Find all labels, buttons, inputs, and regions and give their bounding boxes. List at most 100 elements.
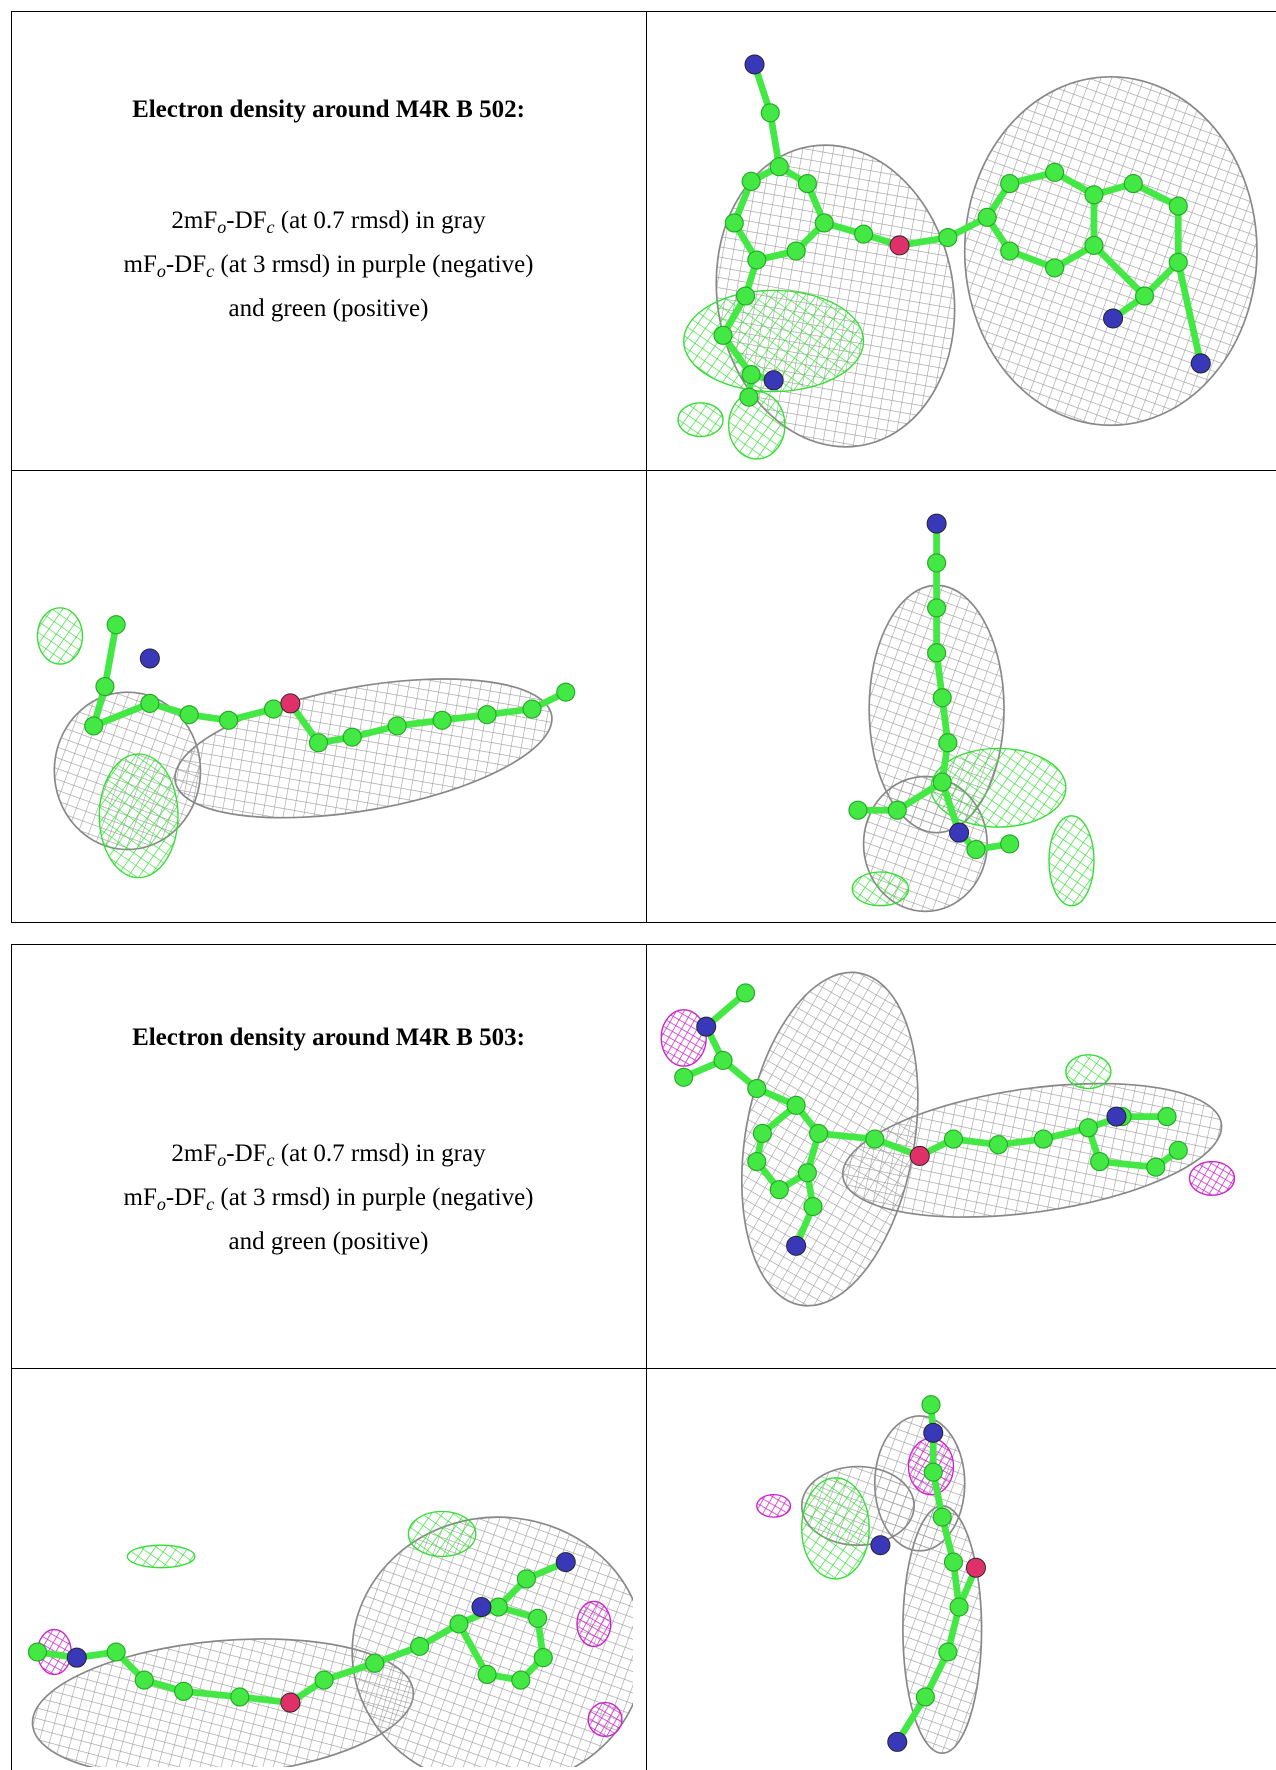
table-border [11, 11, 1276, 12]
density-image [650, 473, 1268, 918]
caption-text: mF [124, 1184, 157, 1211]
atom [950, 1598, 968, 1616]
caption-text: mF [124, 251, 157, 278]
atom [714, 326, 732, 344]
caption-line: mFo-DFc (at 3 rmsd) in purple (negative) [11, 246, 646, 290]
table-border [11, 944, 1276, 945]
atom [674, 1068, 692, 1086]
atom [923, 1424, 942, 1443]
atom [174, 1683, 192, 1701]
atom [747, 251, 765, 269]
caption-text: 2mF [171, 207, 217, 234]
atom [433, 711, 451, 729]
atom [927, 599, 945, 617]
density-image [15, 1371, 633, 1767]
atom [140, 695, 158, 713]
atom [798, 174, 816, 192]
positive-mesh [852, 872, 908, 906]
atom [745, 55, 764, 74]
atom [1079, 1118, 1097, 1136]
atom [84, 717, 102, 735]
atom [804, 1197, 822, 1215]
table-border [646, 944, 647, 1770]
atom [1135, 287, 1153, 305]
atom [939, 228, 957, 246]
atom [309, 734, 327, 752]
atom [140, 649, 159, 668]
atom [489, 1598, 507, 1616]
atom [107, 616, 125, 634]
atom [1158, 1107, 1176, 1125]
atom [871, 1536, 890, 1555]
atom [787, 242, 805, 260]
atom [736, 984, 754, 1002]
negative-mesh [588, 1703, 622, 1737]
negative-mesh [661, 1009, 706, 1065]
atom [944, 1553, 962, 1571]
atom [511, 1671, 529, 1689]
atom [849, 801, 867, 819]
table-border [11, 1368, 1276, 1369]
atom [747, 1152, 765, 1170]
positive-mesh [1066, 1054, 1111, 1088]
caption-text: o [157, 261, 166, 281]
atom [523, 700, 541, 718]
density-image [650, 15, 1268, 467]
atom [472, 1598, 491, 1617]
atom [1000, 835, 1018, 853]
table-border [646, 11, 647, 923]
atom [922, 1396, 940, 1414]
atom [28, 1643, 46, 1661]
atom [725, 214, 743, 232]
atom [517, 1570, 535, 1588]
atom [528, 1610, 546, 1628]
negative-mesh [1189, 1161, 1234, 1195]
caption-text: o [217, 1150, 226, 1170]
atom [742, 172, 760, 190]
atom [910, 1146, 929, 1165]
atom [890, 235, 909, 254]
atom [1146, 1158, 1164, 1176]
atom [343, 728, 361, 746]
caption-line: and green (positive) [11, 290, 646, 328]
atom [927, 514, 946, 533]
atom [388, 717, 406, 735]
atom [219, 711, 237, 729]
atom [230, 1688, 248, 1706]
table-border [11, 11, 12, 923]
atom [753, 1124, 771, 1142]
atom [798, 1163, 816, 1181]
positive-mesh [408, 1512, 475, 1557]
atom [556, 683, 574, 701]
atom [280, 1693, 299, 1712]
caption-text: c [267, 1150, 275, 1170]
atom [924, 1463, 942, 1481]
atom [865, 1130, 883, 1148]
atom [478, 1666, 496, 1684]
caption-text: c [206, 1194, 214, 1214]
negative-mesh [577, 1602, 611, 1647]
atom [761, 103, 779, 121]
caption-line: and green (positive) [11, 1223, 646, 1261]
caption-line: 2mFo-DFc (at 0.7 rmsd) in gray [11, 1135, 646, 1179]
atom [933, 1508, 951, 1526]
atom [770, 1180, 788, 1198]
atom [1090, 1152, 1108, 1170]
table-title: Electron density around M4R B 503: [11, 1024, 646, 1052]
atom [556, 1553, 575, 1572]
atom [736, 287, 754, 305]
atom [944, 1130, 962, 1148]
atom [1000, 174, 1018, 192]
atom [315, 1671, 333, 1689]
atom [1169, 253, 1187, 271]
atom [854, 225, 872, 243]
atom [770, 157, 788, 175]
atom [967, 841, 985, 859]
atom [1103, 309, 1122, 328]
atom [966, 1558, 985, 1577]
table-border [11, 922, 1276, 923]
atom [1107, 1107, 1126, 1126]
caption-text: o [157, 1194, 166, 1214]
atom [1045, 163, 1063, 181]
